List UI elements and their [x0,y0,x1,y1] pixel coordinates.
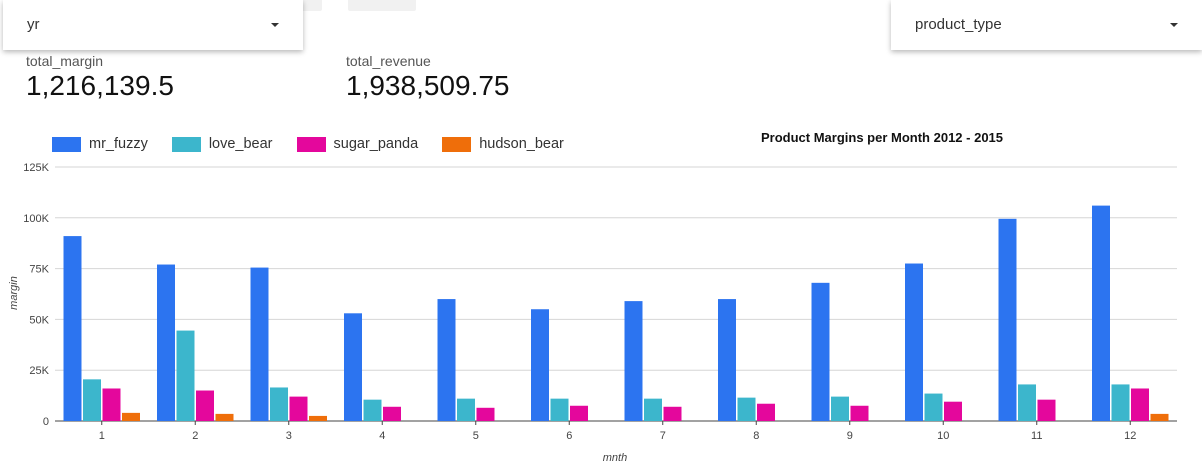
x-tick-label: 10 [937,430,949,442]
bar-sugar-panda [1037,399,1056,421]
bar-mr-fuzzy [718,299,736,421]
year-filter-dropdown[interactable]: yr [3,0,303,50]
year-filter-label: yr [27,16,40,33]
legend-swatch-hudson-bear [442,136,472,152]
bar-mr-fuzzy [531,309,549,421]
chart-legend: mr_fuzzy love_bear sugar_panda hudson_be… [52,136,588,152]
y-tick-label: 75K [29,264,49,276]
x-tick-label: 7 [660,430,666,442]
legend-item-sugar-panda[interactable]: sugar_panda [296,136,419,152]
y-tick-label: 50K [29,314,49,326]
x-axis-title: mnth [603,452,627,464]
bar-love-bear [1018,384,1036,421]
product-type-filter-dropdown[interactable]: product_type [891,0,1202,50]
bar-love-bear [176,330,195,421]
bars-layer [63,205,1169,421]
bar-hudson-bear [215,413,234,421]
bar-love-bear [1111,384,1130,421]
bar-sugar-panda [663,406,682,421]
x-tick-label: 4 [379,430,385,442]
bar-sugar-panda [944,401,962,421]
bar-sugar-panda [289,396,308,421]
x-tick-label: 3 [286,430,292,442]
legend-item-mr-fuzzy[interactable]: mr_fuzzy [52,136,148,152]
grid-layer [55,166,1177,422]
bar-hudson-bear [1150,413,1169,421]
x-tick-label: 5 [473,430,479,442]
bar-sugar-panda [476,407,495,421]
legend-label-sugar-panda: sugar_panda [333,136,419,152]
bar-love-bear [550,398,569,421]
bar-hudson-bear [122,412,140,421]
legend-swatch-mr-fuzzy [52,136,81,152]
bar-hudson-bear [309,415,327,421]
bar-mr-fuzzy [905,263,923,421]
bar-sugar-panda [196,390,214,421]
toolbar-button-2[interactable] [348,0,416,11]
bar-sugar-panda [850,405,869,421]
bar-mr-fuzzy [998,218,1017,421]
x-tick-label: 1 [99,430,105,442]
x-tick-label: 8 [753,430,759,442]
bar-love-bear [363,399,382,421]
bar-sugar-panda [102,388,121,421]
product-type-filter-label: product_type [915,16,1002,33]
bar-love-bear [83,379,101,421]
y-axis-title: margin [8,276,20,310]
legend-item-hudson-bear[interactable]: hudson_bear [442,136,564,152]
y-tick-label: 125K [23,162,49,174]
bar-love-bear [831,396,849,421]
x-tick-label: 11 [1031,430,1042,442]
bar-mr-fuzzy [250,267,269,421]
bar-love-bear [457,398,475,421]
bar-mr-fuzzy [344,313,362,421]
bar-love-bear [270,387,288,421]
legend-item-love-bear[interactable]: love_bear [171,136,273,152]
bar-mr-fuzzy [811,282,830,421]
legend-label-hudson-bear: hudson_bear [479,136,564,152]
total-revenue-label: total_revenue [346,53,431,69]
bar-mr-fuzzy [63,236,82,421]
bar-sugar-panda [757,403,775,421]
bar-mr-fuzzy [1092,205,1110,421]
bar-love-bear [924,393,943,421]
total-margin-label: total_margin [26,53,104,69]
y-tick-label: 0 [43,416,49,428]
x-tick-label: 6 [566,430,572,442]
x-tick-label: 2 [192,430,198,442]
bar-sugar-panda [1131,388,1149,421]
x-tick-label: 9 [847,430,853,442]
x-tick-label: 12 [1124,430,1136,442]
total-revenue-value: 1,938,509.75 [346,70,510,101]
chevron-down-icon [271,23,279,27]
bar-sugar-panda [570,405,588,421]
total-revenue-scorecard: total_revenue 1,938,509.75 [346,53,510,102]
bar-love-bear [737,397,756,421]
bar-sugar-panda [383,406,401,421]
legend-label-love-bear: love_bear [208,136,273,152]
y-tick-label: 25K [29,365,49,377]
bar-love-bear [644,398,662,421]
legend-label-mr-fuzzy: mr_fuzzy [89,136,148,152]
bar-mr-fuzzy [624,301,643,421]
bar-mr-fuzzy [437,299,456,421]
y-tick-label: 100K [23,213,49,225]
chevron-down-icon [1170,23,1178,27]
total-margin-value: 1,216,139.5 [26,70,174,101]
bar-mr-fuzzy [157,264,175,421]
total-margin-scorecard: total_margin 1,216,139.5 [26,53,174,102]
legend-swatch-love-bear [171,136,201,152]
chart-title: Product Margins per Month 2012 - 2015 [761,130,1004,145]
legend-swatch-sugar-panda [296,136,326,152]
